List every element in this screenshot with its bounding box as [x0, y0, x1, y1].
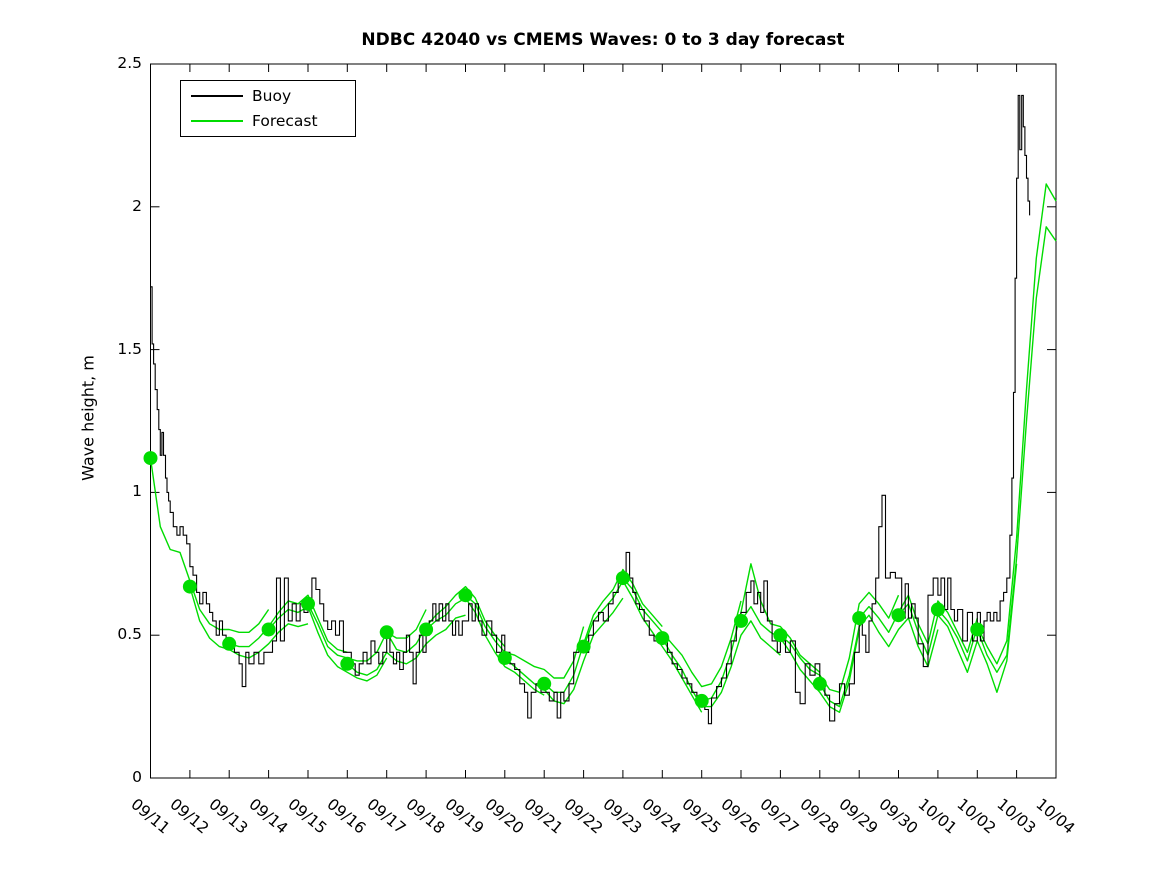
- legend-label-forecast: Forecast: [252, 111, 318, 130]
- forecast-analysis-dot: [497, 651, 512, 665]
- legend: Buoy Forecast: [180, 80, 356, 137]
- forecast-analysis-dot: [537, 676, 552, 691]
- legend-entry-forecast: Forecast: [191, 112, 355, 130]
- y-tick-label: 1: [132, 482, 142, 501]
- forecast-analysis-dot: [734, 613, 748, 628]
- forecast-analysis-dot: [261, 622, 276, 637]
- y-tick-label: 2: [132, 196, 142, 215]
- chart-title: NDBC 42040 vs CMEMS Waves: 0 to 3 day fo…: [361, 30, 845, 50]
- forecast-run-line-5: [346, 614, 466, 676]
- forecast-analysis-dot: [970, 622, 985, 637]
- forecast-analysis-dot: [379, 625, 394, 640]
- forecast-analysis-dot: [222, 636, 237, 651]
- forecast-run-line-20: [937, 183, 1057, 665]
- legend-entry-buoy: Buoy: [191, 87, 355, 105]
- forecast-analysis-dot: [182, 579, 197, 594]
- forecast-run-line-14: [701, 563, 821, 702]
- buoy-line: [150, 94, 1031, 725]
- forecast-run-line-19: [897, 563, 1018, 693]
- forecast-line-swatch-icon: [191, 119, 243, 122]
- forecast-run-line-17: [819, 614, 939, 708]
- forecast-analysis-dot: [419, 622, 434, 637]
- forecast-analysis-dot: [340, 656, 355, 671]
- forecast-run-line-11: [582, 580, 703, 713]
- forecast-analysis-dot: [930, 602, 945, 617]
- forecast-analysis-dot: [458, 588, 473, 603]
- forecast-run-line-8: [465, 594, 585, 679]
- forecast-run-line-13: [661, 620, 781, 708]
- forecast-analysis-dot: [576, 639, 591, 654]
- forecast-run-line-9: [504, 597, 624, 705]
- forecast-analysis-dot: [891, 608, 906, 623]
- forecast-run-line-15: [740, 605, 860, 713]
- y-tick-label: 2.5: [117, 54, 142, 72]
- forecast-analysis-dot: [694, 693, 709, 708]
- legend-label-buoy: Buoy: [252, 87, 292, 106]
- forecast-run-line-10: [543, 568, 663, 693]
- forecast-run-line-3: [268, 605, 388, 682]
- forecast-analysis-dot: [301, 596, 315, 611]
- forecast-run-line-0: [149, 458, 270, 633]
- forecast-run-line-21: [976, 226, 1057, 673]
- forecast-analysis-dot: [655, 631, 670, 646]
- forecast-analysis-dot: [143, 451, 158, 466]
- forecast-analysis-dot: [773, 628, 788, 643]
- y-tick-label: 0: [132, 768, 142, 786]
- buoy-line-swatch-icon: [191, 95, 243, 98]
- forecast-run-line-7: [425, 597, 545, 696]
- forecast-analysis-dot: [852, 611, 867, 626]
- axes-box: [150, 63, 1057, 779]
- y-tick-label: 1.5: [117, 339, 142, 358]
- forecast-analysis-dot: [812, 676, 827, 691]
- forecast-run-line-16: [779, 591, 900, 693]
- y-tick-label: 0.5: [117, 625, 142, 644]
- forecast-analysis-dot: [615, 571, 630, 586]
